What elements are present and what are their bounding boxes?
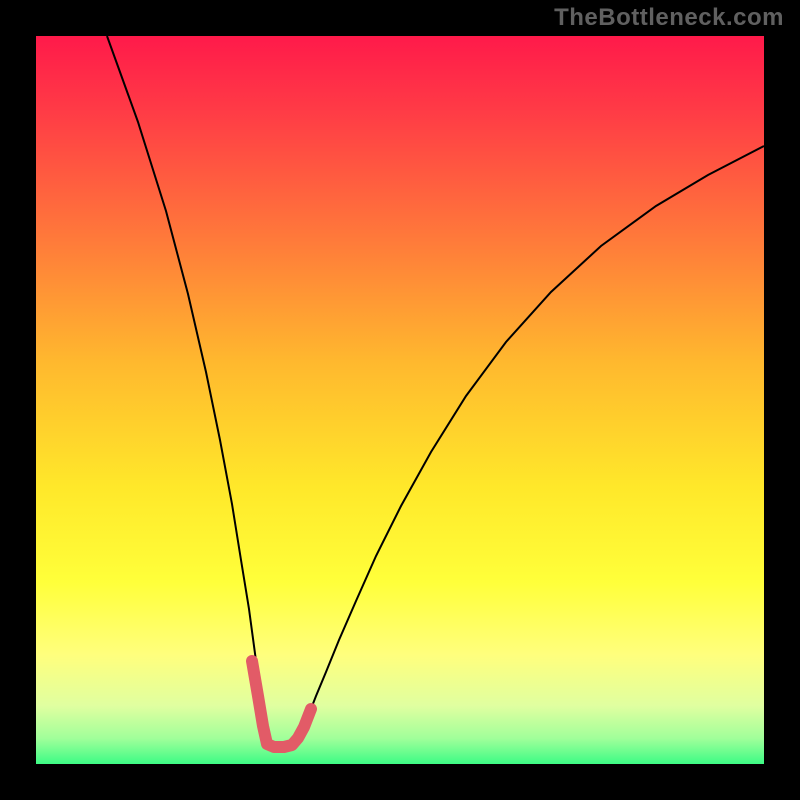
chart-svg (36, 36, 764, 764)
plot-area (36, 36, 764, 764)
watermark-label: TheBottleneck.com (554, 4, 784, 32)
